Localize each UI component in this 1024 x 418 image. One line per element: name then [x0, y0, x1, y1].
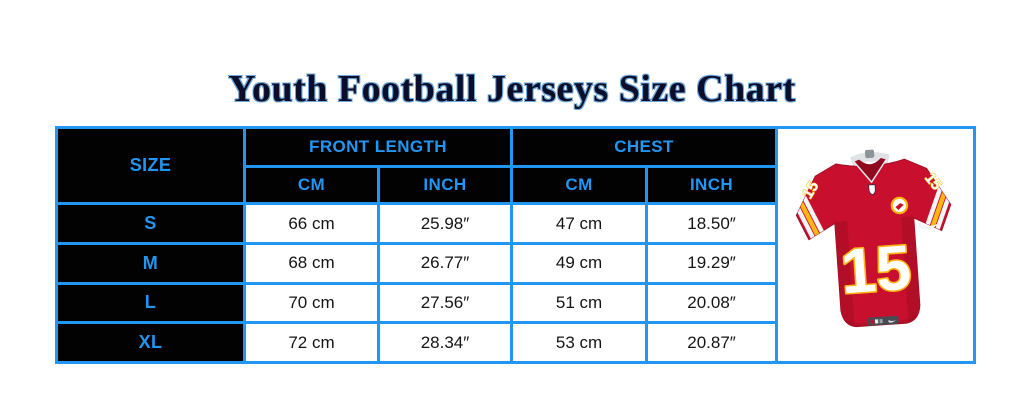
hanger-loop: [864, 149, 874, 159]
size-row-l: L 70 cm 27.56″ 51 cm 20.08″: [55, 281, 975, 325]
subheader-front-inch: INCH: [376, 164, 514, 206]
jersey-photo-cell: 15 15 15: [775, 126, 977, 364]
cell-chest-cm: 51 cm: [510, 281, 649, 325]
size-chart-table: SIZE FRONT LENGTH CHEST: [55, 125, 977, 364]
cell-chest-inch: 18.50″: [645, 202, 779, 245]
size-row-s: S 66 cm 25.98″ 47 cm 18.50″: [55, 202, 975, 245]
cell-chest-cm: 53 cm: [510, 321, 649, 364]
cell-front-inch: 25.98″: [376, 202, 514, 245]
cell-chest-cm: 49 cm: [510, 241, 649, 285]
jersey-image: 15 15 15: [792, 149, 958, 328]
subheader-chest-cm: CM: [510, 164, 649, 206]
size-label: S: [55, 202, 246, 245]
subheader-front-cm: CM: [243, 164, 380, 206]
size-row-m: M 68 cm 26.77″ 49 cm 19.29″: [55, 241, 975, 285]
size-label: XL: [55, 321, 246, 364]
cell-chest-cm: 47 cm: [510, 202, 649, 245]
page-title: Youth Football Jerseys Size Chart: [228, 68, 796, 111]
cell-front-inch: 28.34″: [376, 321, 514, 364]
cell-front-inch: 27.56″: [376, 281, 514, 325]
subheader-chest-inch: INCH: [645, 164, 779, 206]
size-label: L: [55, 281, 246, 325]
v-neck-collar: [853, 158, 886, 183]
cell-front-cm: 68 cm: [243, 241, 380, 285]
header-chest: CHEST: [510, 126, 779, 168]
header-front-length: FRONT LENGTH: [242, 126, 514, 168]
swoosh-icon: [918, 222, 939, 230]
nfl-shield-icon: [867, 184, 876, 196]
cell-chest-inch: 19.29″: [645, 241, 779, 285]
header-size: SIZE: [55, 125, 246, 206]
jersey-number-text: 15: [838, 233, 913, 308]
cell-front-inch: 26.77″: [376, 241, 514, 285]
size-label: M: [55, 241, 246, 285]
cell-chest-inch: 20.08″: [645, 281, 779, 325]
size-row-xl: XL 72 cm 28.34″ 53 cm 20.87″: [55, 321, 975, 364]
cell-chest-inch: 20.87″: [645, 321, 779, 364]
cell-front-cm: 70 cm: [243, 281, 380, 325]
size-chart-container: SIZE FRONT LENGTH CHEST: [55, 125, 977, 364]
cell-front-cm: 66 cm: [243, 202, 380, 245]
cell-front-cm: 72 cm: [243, 321, 380, 364]
